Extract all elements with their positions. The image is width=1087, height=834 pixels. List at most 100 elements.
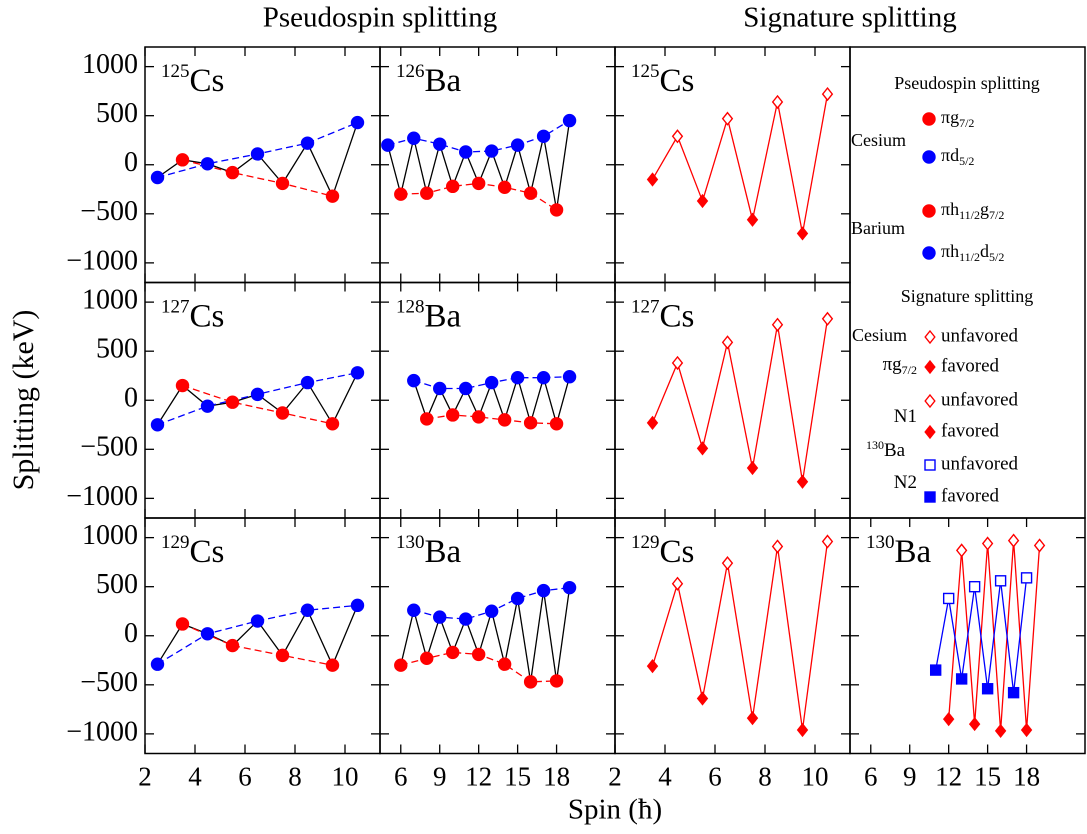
column-title: Pseudospin splitting [263, 2, 497, 34]
marker [536, 129, 551, 143]
marker [549, 674, 564, 688]
x-tick-label: 4 [188, 762, 202, 792]
legend-label-main: πd [941, 145, 959, 165]
legend-label-sub: 5/2 [989, 250, 1004, 264]
marker [536, 370, 551, 385]
legend-entry: favored [941, 420, 1000, 441]
marker [721, 111, 734, 126]
marker [420, 186, 434, 200]
marker [497, 657, 512, 671]
marker [300, 136, 315, 150]
panel-label: 128Ba [396, 297, 462, 334]
x-tick-label: 12 [935, 762, 962, 792]
marker [510, 138, 525, 152]
marker [407, 373, 421, 388]
marker [942, 592, 955, 605]
legend-nucleus: 130Ba [866, 438, 906, 462]
marker [350, 598, 365, 613]
panel-label: 130Ba [396, 532, 462, 569]
marker [150, 657, 165, 671]
marker [275, 648, 290, 663]
legend-group-name: Cesium [852, 325, 907, 345]
y-tick-label: −500 [80, 196, 138, 227]
marker [922, 246, 936, 260]
x-axis-label: Spin (ħ) [568, 794, 662, 826]
x-tick-label: 6 [394, 762, 408, 792]
x-tick-label: 6 [238, 762, 252, 792]
y-tick-label: 0 [124, 383, 138, 414]
panel-label-element: Cs [660, 63, 695, 99]
marker [549, 203, 564, 217]
legend-label: πh11/2g7/2 [941, 199, 1004, 222]
marker [394, 187, 408, 201]
marker [497, 180, 512, 195]
marker [510, 370, 525, 385]
marker [523, 416, 538, 430]
panel-label: 130Ba [866, 532, 932, 569]
marker [471, 410, 486, 424]
legend-label-sub: 7/2 [959, 116, 974, 130]
marker [796, 474, 809, 489]
y-axis-label: Splitting (keV) [7, 310, 40, 491]
marker [981, 536, 994, 551]
marker [350, 366, 365, 380]
marker [458, 612, 473, 626]
legend-entry: unfavored [941, 389, 1019, 410]
panel-label: 127Cs [631, 297, 694, 334]
legend-label: πg7/2 [941, 107, 974, 130]
legend-label: πg7/2 [883, 354, 917, 376]
marker [771, 94, 784, 110]
panel-label: 127Cs [161, 297, 224, 334]
marker [300, 603, 315, 617]
marker [981, 683, 994, 695]
marker [458, 381, 473, 396]
panel-label-element: Cs [660, 534, 695, 570]
legend-label-main: πh [941, 199, 959, 219]
marker [275, 176, 290, 191]
marker [646, 415, 659, 430]
marker [646, 172, 659, 187]
panel-label-element: Ba [895, 534, 932, 570]
marker [446, 408, 460, 422]
legend-label-main: N1 [894, 406, 917, 427]
column-title: Signature splitting [743, 2, 956, 34]
marker [458, 145, 473, 159]
marker [275, 406, 290, 420]
zigzag-line [651, 93, 829, 234]
marker [955, 543, 968, 558]
marker [420, 651, 434, 666]
legend-label: πh11/2d5/2 [941, 241, 1004, 264]
marker [175, 378, 190, 393]
panel-label-element: Cs [660, 298, 695, 334]
marker [671, 576, 684, 591]
legend-nucleus-element: Ba [884, 440, 906, 461]
panel-label-mass: 126 [396, 61, 425, 82]
legend-label-sub: 7/2 [989, 208, 1004, 222]
panel-label-mass: 130 [396, 532, 425, 553]
marker [200, 157, 215, 171]
marker [325, 658, 340, 672]
legend-label-main: N2 [894, 472, 917, 493]
marker [394, 658, 408, 672]
marker [407, 603, 421, 617]
marker [746, 711, 759, 726]
panel-label-element: Cs [190, 63, 225, 99]
zigzag-line [651, 318, 829, 482]
marker [562, 580, 577, 595]
y-tick-label: 500 [96, 334, 138, 365]
panel-label-mass: 130 [866, 532, 895, 553]
panel-label: 125Cs [161, 61, 224, 98]
marker [924, 359, 936, 375]
marker [225, 165, 240, 180]
marker [250, 147, 265, 161]
marker [924, 491, 936, 503]
legend-group-name: Barium [851, 218, 905, 238]
marker [955, 673, 968, 685]
marker [175, 153, 190, 167]
marker [771, 317, 784, 332]
marker [922, 204, 936, 218]
marker [562, 370, 577, 384]
marker [200, 627, 215, 641]
panel-label-mass: 129 [631, 532, 660, 553]
